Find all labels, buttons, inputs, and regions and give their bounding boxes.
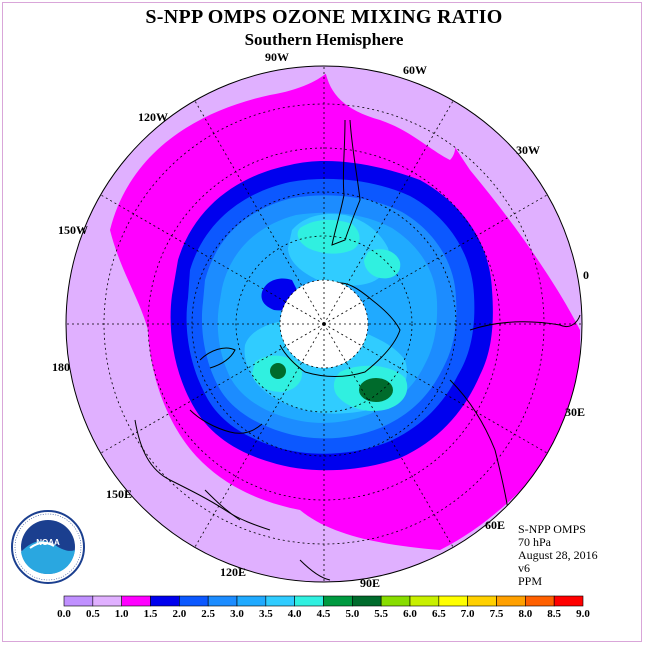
colorbar-swatch	[525, 595, 555, 607]
colorbar-tick-label: 6.0	[403, 608, 417, 620]
colorbar-swatch	[496, 595, 526, 607]
colorbar-swatch	[553, 595, 584, 607]
colorbar-swatch	[150, 595, 180, 607]
colorbar-tick-label: 0.5	[85, 608, 100, 620]
colorbar-tick-label: 7.5	[489, 608, 504, 620]
colorbar-tick-label: 8.5	[547, 608, 562, 620]
colorbar-tick-label: 2.5	[201, 608, 216, 620]
colorbar-tick-label: 1.0	[114, 608, 129, 620]
colorbar-tick-label: 5.5	[374, 608, 389, 620]
colorbar	[63, 595, 584, 607]
colorbar-swatch	[467, 595, 497, 607]
lon-label-0: 0	[583, 268, 589, 282]
map-subtitle: Southern Hemisphere	[244, 30, 404, 49]
contour-4_5-a	[270, 363, 286, 379]
info-instrument: S-NPP OMPS	[518, 522, 586, 536]
lon-label-30e: 30E	[565, 405, 586, 419]
map-title: S-NPP OMPS OZONE MIXING RATIO	[145, 6, 503, 28]
info-level: 70 hPa	[518, 535, 551, 549]
lon-label-120w: 120W	[138, 110, 168, 124]
colorbar-swatch	[207, 595, 238, 607]
info-units: PPM	[518, 574, 543, 588]
contour-4_0-b	[364, 249, 401, 279]
colorbar-swatch	[438, 595, 468, 607]
colorbar-swatch	[294, 595, 324, 607]
lon-label-180: 180	[52, 360, 70, 374]
contour-0_5-lobe	[325, 66, 456, 160]
colorbar-tick-label: 0.0	[57, 608, 71, 620]
contour-4_5-b	[359, 378, 393, 402]
plot-frame	[2, 2, 642, 642]
lon-label-150w: 150W	[58, 223, 88, 237]
info-version: v6	[518, 561, 530, 575]
map-border	[65, 65, 583, 583]
info-block: S-NPP OMPS 70 hPa August 28, 2016 v6 PPM	[518, 523, 598, 588]
colorbar-tick-label: 8.0	[518, 608, 533, 620]
colorbar-tick-label: 5.0	[345, 608, 360, 620]
lon-label-60e: 60E	[485, 518, 506, 532]
colorbar-swatch	[92, 595, 122, 607]
colorbar-swatch	[63, 595, 94, 607]
south-pole-marker	[322, 322, 326, 326]
lon-label-30w: 30W	[516, 143, 540, 157]
colorbar-swatch	[265, 595, 295, 607]
colorbar-tick-label: 6.5	[431, 608, 446, 620]
lon-label-90w: 90W	[265, 50, 289, 64]
colorbar-tick-label: 3.0	[230, 608, 244, 620]
info-date: August 28, 2016	[518, 548, 598, 562]
colorbar-tick-label: 2.0	[172, 608, 187, 620]
colorbar-swatch	[121, 595, 151, 607]
colorbar-swatch	[179, 595, 209, 607]
colorbar-tick-label: 3.5	[258, 608, 273, 620]
lon-label-60w: 60W	[403, 63, 427, 77]
lon-label-150e: 150E	[106, 487, 133, 501]
colorbar-swatch	[409, 595, 440, 607]
colorbar-tick-label: 7.0	[460, 608, 475, 620]
colorbar-tick-label: 4.5	[316, 608, 331, 620]
contour-4_0-a	[297, 219, 360, 254]
coastlines	[134, 119, 581, 581]
colorbar-swatch	[323, 595, 353, 607]
colorbar-tick-label: 1.5	[143, 608, 158, 620]
lon-label-120e: 120E	[220, 565, 247, 579]
colorbar-swatch	[236, 595, 267, 607]
meridians	[66, 66, 582, 582]
colorbar-swatch	[352, 595, 382, 607]
lon-label-90e: 90E	[360, 576, 381, 590]
colorbar-tick-label: 4.0	[287, 608, 302, 620]
colorbar-tick-label: 9.0	[576, 608, 590, 620]
colorbar-swatch	[380, 595, 411, 607]
